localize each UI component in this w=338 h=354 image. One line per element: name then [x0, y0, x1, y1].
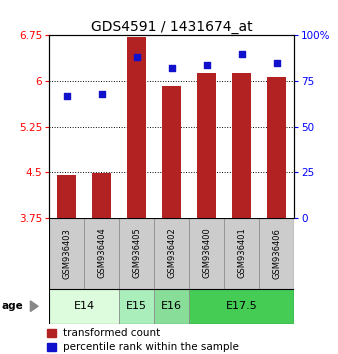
- Text: GSM936406: GSM936406: [272, 228, 281, 279]
- Text: GSM936403: GSM936403: [62, 228, 71, 279]
- Bar: [47, 329, 56, 337]
- Bar: [267, 77, 286, 218]
- Bar: [189, 218, 224, 289]
- Point: [274, 60, 279, 65]
- Point: [239, 51, 244, 56]
- Title: GDS4591 / 1431674_at: GDS4591 / 1431674_at: [91, 21, 252, 34]
- Bar: [119, 218, 154, 289]
- Bar: [127, 37, 146, 218]
- Bar: [84, 218, 119, 289]
- Point: [64, 93, 69, 98]
- Text: GSM936400: GSM936400: [202, 228, 211, 279]
- Bar: [47, 343, 56, 351]
- Point: [99, 91, 104, 97]
- Bar: [49, 289, 119, 324]
- Bar: [189, 289, 294, 324]
- Point: [134, 55, 139, 60]
- Text: age: age: [2, 301, 23, 311]
- Text: transformed count: transformed count: [63, 328, 160, 338]
- Bar: [232, 73, 251, 218]
- Bar: [57, 175, 76, 218]
- Bar: [259, 218, 294, 289]
- Point: [204, 62, 209, 67]
- Bar: [162, 86, 181, 218]
- Text: GSM936402: GSM936402: [167, 228, 176, 279]
- Text: GSM936404: GSM936404: [97, 228, 106, 279]
- Text: E16: E16: [161, 301, 182, 311]
- Text: GSM936401: GSM936401: [237, 228, 246, 279]
- Text: GSM936405: GSM936405: [132, 228, 141, 279]
- Text: E15: E15: [126, 301, 147, 311]
- Polygon shape: [30, 301, 38, 312]
- Text: E14: E14: [73, 301, 95, 311]
- Text: percentile rank within the sample: percentile rank within the sample: [63, 342, 238, 352]
- Text: E17.5: E17.5: [226, 301, 258, 311]
- Bar: [49, 218, 84, 289]
- Bar: [197, 73, 216, 218]
- Bar: [154, 289, 189, 324]
- Bar: [119, 289, 154, 324]
- Bar: [224, 218, 259, 289]
- Bar: [154, 218, 189, 289]
- Point: [169, 65, 174, 71]
- Bar: [92, 173, 111, 218]
